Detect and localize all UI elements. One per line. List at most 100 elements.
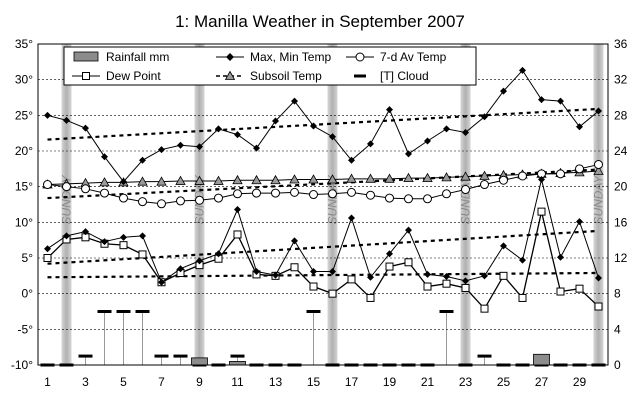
max-temp-point (177, 141, 184, 149)
y-right-ticks: 36 32 28 24 20 16 12 8 4 0 (614, 37, 628, 372)
dewpoint-point (385, 262, 394, 271)
avtemp-point (556, 169, 565, 179)
avtemp-point (138, 197, 147, 207)
min-temp-point (386, 250, 393, 258)
min-temp-point (63, 232, 70, 240)
avtemp-point (575, 164, 584, 174)
avtemp-point (480, 180, 489, 190)
avtemp-point (518, 171, 527, 181)
dewpoint-point (537, 207, 546, 216)
min-temp-point (291, 237, 298, 245)
subsoil-point (213, 175, 224, 185)
x-tick-label: 9 (196, 375, 203, 389)
avtemp-point (157, 199, 166, 209)
legend-swatch (216, 53, 244, 61)
max-temp-point (481, 113, 488, 121)
subsoil-point (308, 174, 319, 184)
max-temp-point (519, 66, 526, 74)
min-temp-point (139, 232, 146, 240)
dewpoint-point (347, 275, 356, 284)
max-temp-point (63, 116, 70, 124)
min-temp-point (500, 242, 507, 250)
y-left-tick-label: 25° (15, 108, 33, 122)
avtemp-point (309, 190, 318, 200)
min-temp-point (177, 265, 184, 273)
min-temp-point (424, 270, 431, 278)
y-right-tick-label: 32 (614, 73, 628, 87)
x-tick-label: 3 (82, 375, 89, 389)
x-tick-label: 21 (421, 375, 435, 389)
x-tick-label: 15 (307, 375, 321, 389)
min-temp-point (101, 238, 108, 246)
y-right-tick-label: 12 (614, 251, 628, 265)
avtemp-point (366, 190, 375, 200)
avtemp-point (62, 182, 71, 192)
min-temp-point (196, 257, 203, 265)
max-temp-point (253, 144, 260, 152)
y-right-tick-label: 20 (614, 180, 628, 194)
subsoil-point (137, 176, 148, 186)
dewpoint-point (328, 289, 337, 298)
max-temp-point (424, 137, 431, 145)
avtemp-point (43, 180, 52, 190)
x-tick-label: 27 (535, 375, 549, 389)
data-series (42, 66, 604, 313)
subsoil-point (289, 174, 300, 184)
y-right-tick-label: 0 (614, 358, 621, 372)
max-temp-point (538, 96, 545, 104)
legend-box (63, 46, 477, 86)
avtemp-point (195, 195, 204, 205)
avtemp-point (423, 194, 432, 204)
dewpoint-point (423, 282, 432, 291)
x-tick-label: 5 (120, 375, 127, 389)
subsoil-point (251, 174, 262, 185)
min-temp-point (44, 245, 51, 253)
x-tick-label: 13 (269, 375, 283, 389)
legend-label: Rainfall mm (106, 50, 169, 64)
subsoil-point (403, 172, 414, 183)
sunday-label: SUNDAY (592, 174, 606, 224)
subsoil-point (593, 165, 604, 175)
max-temp-point (139, 156, 146, 164)
min-temp-point (576, 218, 583, 226)
x-tick-label: 17 (345, 375, 359, 389)
avtemp-point (461, 185, 470, 195)
subsoil-point (232, 174, 243, 185)
max-temp-point (500, 87, 507, 95)
dewpoint-point (366, 293, 375, 302)
max-temp-point (557, 97, 564, 105)
subsoil-line (47, 170, 599, 186)
subsoil-point (175, 175, 186, 185)
min-temp-point (443, 273, 450, 281)
max-temp-point (405, 150, 412, 158)
legend: Rainfall mm Max, Min Temp 7-d Av Temp Dew P… (63, 46, 477, 86)
legend-label: Max, Min Temp (250, 50, 331, 64)
dewpoint-point (119, 241, 128, 250)
subsoil-point (384, 173, 395, 183)
min-temp-point (348, 214, 355, 222)
max-temp-point (234, 131, 241, 139)
y-left-tick-label: 15° (15, 180, 33, 194)
y-left-tick-label: 20° (15, 144, 33, 158)
dewpoint-point (499, 271, 508, 280)
avtemp-point (347, 187, 356, 197)
avtemp-point (252, 188, 261, 198)
min-temp-point (310, 268, 317, 276)
max-temp-point (310, 122, 317, 130)
max-temp-point (443, 125, 450, 133)
y-right-tick-label: 8 (614, 287, 621, 301)
x-axis-ticks: 1 3 5 7 9 11 13 15 17 19 21 23 25 27 29 (44, 375, 586, 389)
avtemp-point (176, 196, 185, 206)
legend-swatch (346, 52, 374, 62)
legend-label: 7-d Av Temp (380, 50, 447, 64)
y-right-tick-label: 28 (614, 108, 628, 122)
x-tick-label: 23 (459, 375, 473, 389)
legend-triangle (224, 70, 236, 80)
min-temp-point (272, 271, 279, 279)
legend-rain-swatch (73, 51, 99, 62)
trend-line (47, 168, 599, 200)
avtemp-point (271, 188, 280, 198)
avtemp-point (100, 188, 109, 198)
x-tick-label: 11 (231, 375, 244, 389)
